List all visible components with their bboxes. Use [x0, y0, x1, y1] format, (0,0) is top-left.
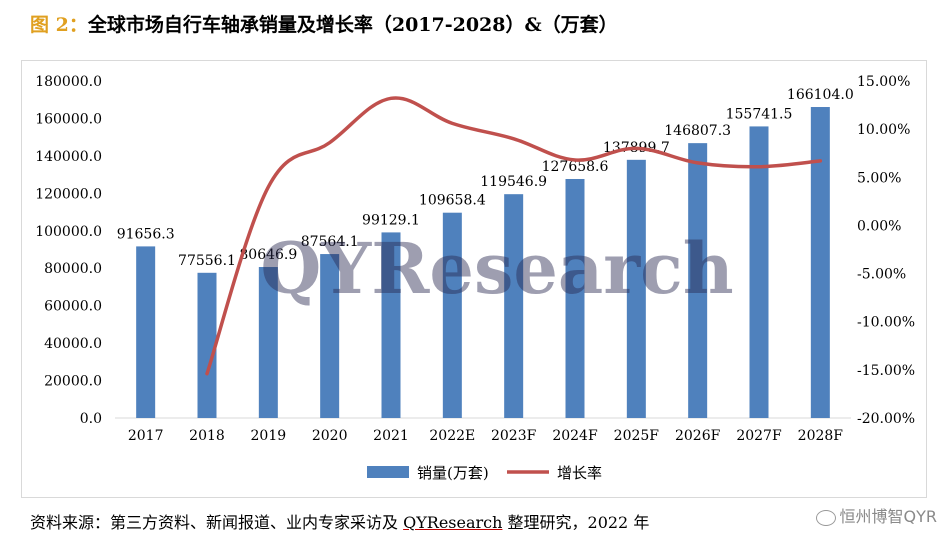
chart-title: 图 2：全球市场自行车轴承销量及增长率（2017-2028）&（万套） [30, 10, 618, 37]
x-tick-label: 2017 [128, 428, 164, 444]
y-left-tick-label: 40000.0 [44, 336, 102, 352]
legend-label-line: 增长率 [557, 464, 602, 482]
bar-data-label: 80646.9 [239, 247, 297, 263]
bar-data-label: 109658.4 [419, 193, 486, 209]
x-tick-label: 2025F [614, 428, 660, 444]
publisher-watermark-text: 恒州博智QYR [839, 507, 938, 526]
bar-data-label: 119546.9 [480, 174, 547, 190]
bar [136, 246, 156, 418]
x-tick-label: 2023F [491, 428, 537, 444]
y-right-tick-label: -5.00% [857, 267, 906, 283]
legend-label-bar: 销量(万套) [417, 464, 489, 482]
growth-rate-line [205, 96, 823, 376]
bar-data-label: 91656.3 [117, 226, 175, 242]
x-tick-label: 2022E [429, 428, 475, 444]
source-brand: QYResearch [403, 513, 503, 532]
y-left-tick-label: 0.0 [80, 411, 102, 427]
publisher-watermark: 恒州博智QYR [815, 503, 938, 527]
bar [626, 159, 646, 418]
chat-bubble-icon [815, 509, 836, 526]
bar-data-label: 155741.5 [726, 106, 793, 122]
bar [504, 194, 524, 418]
y-left-tick-label: 180000.0 [35, 74, 102, 90]
y-left-tick-label: 140000.0 [35, 149, 102, 165]
x-tick-label: 2026F [675, 428, 721, 444]
bar-data-label: 146807.3 [664, 123, 731, 139]
x-tick-label: 2019 [251, 428, 287, 444]
chart-title-text: 全球市场自行车轴承销量及增长率（2017-2028）&（万套） [87, 14, 618, 36]
legend-swatch-bar [367, 466, 409, 478]
bar [565, 178, 585, 418]
bar-line-chart: 0.0 20000.0 40000.0 60000.0 80000.0 100000.0 1… [35, 74, 915, 482]
bar [258, 267, 278, 418]
y-left-tick-label: 160000.0 [35, 111, 102, 127]
y-left-tick-label: 60000.0 [44, 299, 102, 315]
bar [688, 143, 708, 418]
chart-area: 0.0 20000.0 40000.0 60000.0 80000.0 100000.0 1… [21, 60, 927, 498]
y-left-tick-label: 20000.0 [44, 374, 102, 390]
bar-data-label: 127658.6 [542, 159, 609, 175]
bar [810, 107, 830, 418]
x-tick-label: 2028F [798, 428, 844, 444]
y-right-tick-label: 10.00% [857, 122, 910, 138]
y-right-tick-label: -20.00% [857, 411, 915, 427]
y-right-tick-label: 0.00% [857, 218, 901, 234]
bar [749, 126, 769, 419]
x-tick-label: 2027F [736, 428, 782, 444]
source-note: 资料来源：第三方资料、新闻报道、业内专家采访及 QYResearch 整理研究，… [30, 509, 649, 533]
figure-label: 图 2： [30, 14, 88, 36]
y-right-tick-label: 15.00% [857, 74, 910, 90]
bar [320, 254, 340, 418]
bar [442, 212, 462, 418]
y-left-tick-label: 120000.0 [35, 186, 102, 202]
x-tick-label: 2021 [373, 428, 409, 444]
x-tick-label: 2018 [189, 428, 225, 444]
source-suffix: 整理研究，2022 年 [502, 513, 650, 532]
bar-data-label: 166104.0 [787, 87, 854, 103]
source-prefix: 资料来源：第三方资料、新闻报道、业内专家采访及 [30, 513, 404, 532]
y-left-tick-label: 100000.0 [35, 224, 102, 240]
y-left-tick-label: 80000.0 [44, 261, 102, 277]
bar [381, 232, 401, 418]
bar [197, 272, 217, 418]
x-tick-label: 2020 [312, 428, 348, 444]
x-tick-label: 2024F [552, 428, 598, 444]
bar-data-label: 99129.1 [362, 212, 420, 228]
y-right-tick-label: -15.00% [857, 363, 915, 379]
bar-data-label: 77556.1 [178, 253, 236, 269]
bar-data-label: 87564.1 [301, 234, 359, 250]
y-right-tick-label: 5.00% [857, 170, 901, 186]
qyresearch-watermark: QYResearch [260, 227, 733, 310]
y-right-tick-label: -10.00% [857, 315, 915, 331]
